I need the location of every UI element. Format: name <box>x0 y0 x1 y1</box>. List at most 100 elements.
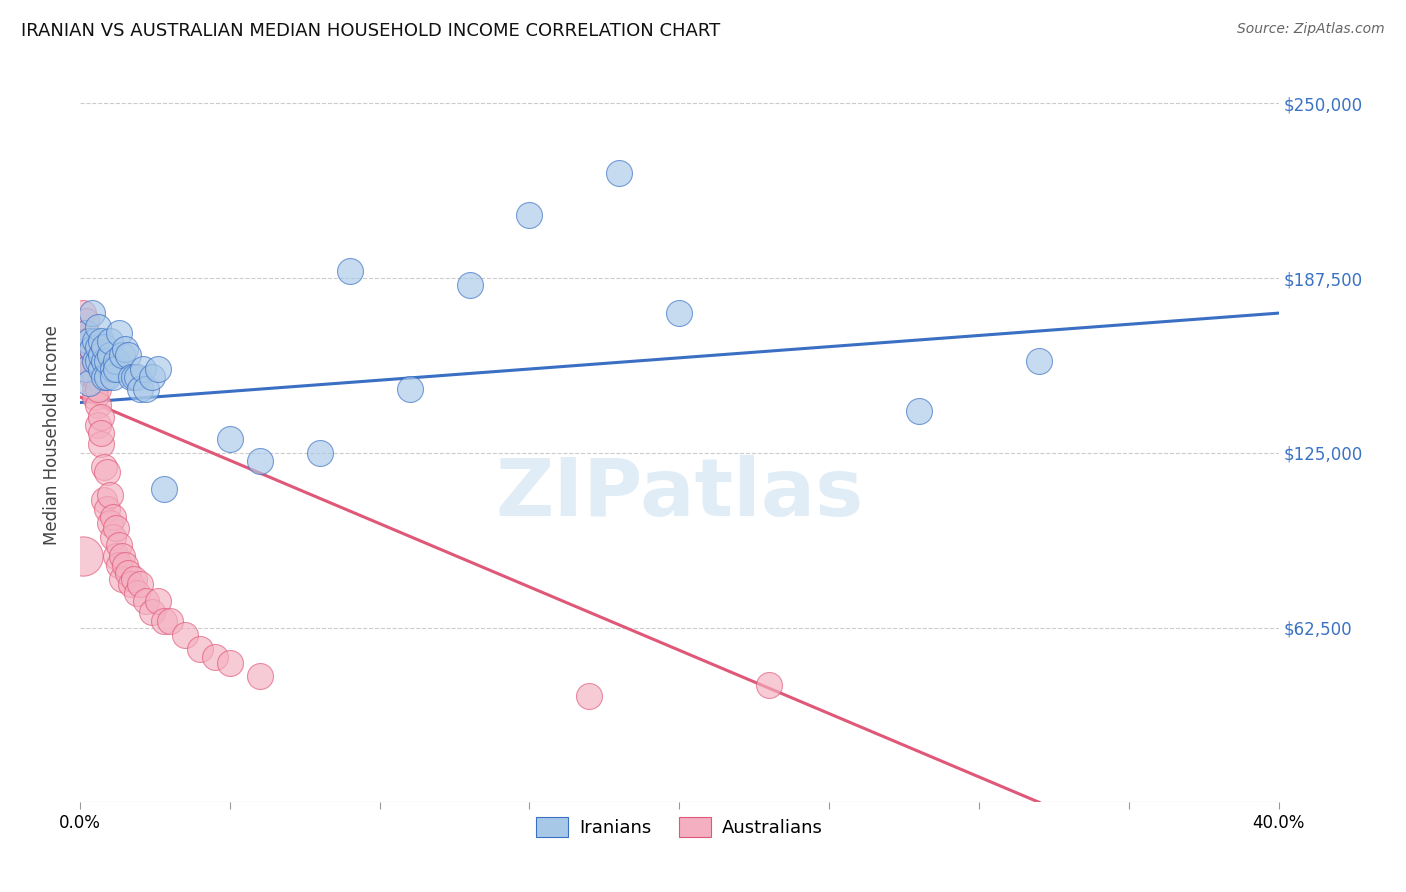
Point <box>132 362 155 376</box>
Point <box>83 334 105 348</box>
Point <box>218 656 240 670</box>
Point <box>80 343 103 357</box>
Point <box>77 334 100 348</box>
Point <box>75 314 97 328</box>
Point <box>111 549 134 564</box>
Point <box>108 558 131 572</box>
Point <box>104 353 127 368</box>
Legend: Iranians, Australians: Iranians, Australians <box>529 809 830 845</box>
Point <box>114 558 136 572</box>
Point <box>93 370 115 384</box>
Point <box>249 669 271 683</box>
Point <box>125 370 148 384</box>
Point <box>93 340 115 354</box>
Point <box>90 334 112 348</box>
Y-axis label: Median Household Income: Median Household Income <box>44 326 60 545</box>
Point <box>908 404 931 418</box>
Point <box>104 549 127 564</box>
Point <box>75 362 97 376</box>
Point <box>249 454 271 468</box>
Point <box>87 382 110 396</box>
Point <box>77 353 100 368</box>
Point <box>152 614 174 628</box>
Point <box>80 343 103 357</box>
Point <box>122 370 145 384</box>
Point <box>398 382 420 396</box>
Point <box>111 572 134 586</box>
Point <box>75 334 97 348</box>
Point <box>101 530 124 544</box>
Point <box>87 340 110 354</box>
Point <box>96 353 118 368</box>
Point <box>101 362 124 376</box>
Point <box>83 353 105 368</box>
Point <box>87 398 110 412</box>
Point <box>204 649 226 664</box>
Text: IRANIAN VS AUSTRALIAN MEDIAN HOUSEHOLD INCOME CORRELATION CHART: IRANIAN VS AUSTRALIAN MEDIAN HOUSEHOLD I… <box>21 22 720 40</box>
Point <box>98 348 121 362</box>
Point <box>90 409 112 424</box>
Point <box>83 353 105 368</box>
Point <box>75 326 97 340</box>
Point <box>141 605 163 619</box>
Point <box>72 549 94 564</box>
Point <box>458 278 481 293</box>
Point <box>120 577 142 591</box>
Point <box>758 678 780 692</box>
Point <box>578 689 600 703</box>
Point <box>308 446 330 460</box>
Point <box>96 501 118 516</box>
Point <box>87 320 110 334</box>
Point <box>152 482 174 496</box>
Point <box>117 348 139 362</box>
Point <box>75 348 97 362</box>
Point <box>519 208 541 222</box>
Point <box>87 353 110 368</box>
Point <box>146 594 169 608</box>
Point <box>114 343 136 357</box>
Point <box>141 370 163 384</box>
Point <box>77 353 100 368</box>
Point <box>90 348 112 362</box>
Point <box>108 326 131 340</box>
Point <box>98 488 121 502</box>
Point <box>83 390 105 404</box>
Point <box>101 510 124 524</box>
Point <box>104 521 127 535</box>
Point <box>125 585 148 599</box>
Point <box>96 370 118 384</box>
Point <box>83 370 105 384</box>
Point <box>98 334 121 348</box>
Point <box>80 370 103 384</box>
Point <box>128 382 150 396</box>
Point <box>120 370 142 384</box>
Point <box>93 353 115 368</box>
Point <box>77 376 100 390</box>
Point <box>80 362 103 376</box>
Point <box>77 334 100 348</box>
Point <box>90 426 112 441</box>
Point <box>83 382 105 396</box>
Text: Source: ZipAtlas.com: Source: ZipAtlas.com <box>1237 22 1385 37</box>
Point <box>90 362 112 376</box>
Point <box>72 326 94 340</box>
Point <box>72 306 94 320</box>
Point <box>146 362 169 376</box>
Point <box>159 614 181 628</box>
Point <box>188 641 211 656</box>
Point <box>93 493 115 508</box>
Point <box>218 432 240 446</box>
Point <box>117 566 139 580</box>
Point <box>98 516 121 530</box>
Point <box>101 370 124 384</box>
Point <box>1028 353 1050 368</box>
Point <box>339 264 361 278</box>
Point <box>108 538 131 552</box>
Text: ZIPatlas: ZIPatlas <box>495 455 863 533</box>
Point <box>96 466 118 480</box>
Point <box>80 306 103 320</box>
Point <box>111 348 134 362</box>
Point <box>87 417 110 432</box>
Point <box>90 437 112 451</box>
Point <box>135 594 157 608</box>
